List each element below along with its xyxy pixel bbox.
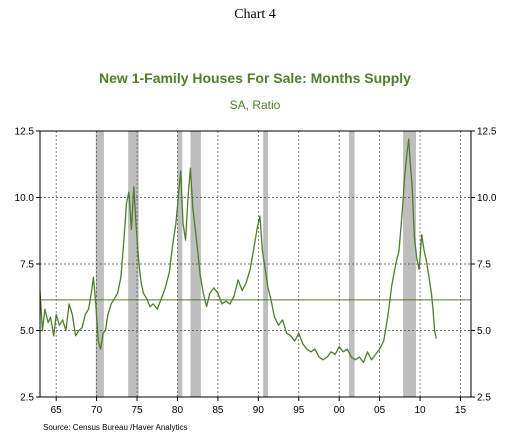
x-tick-label: 85	[212, 405, 224, 416]
x-tick-label: 05	[374, 405, 386, 416]
recession-band	[177, 131, 183, 397]
y-tick-label-right: 10.0	[477, 193, 497, 204]
y-tick-label-right: 2.5	[477, 393, 491, 404]
series-line	[39, 138, 437, 364]
y-tick-label-right: 5.0	[477, 326, 491, 337]
source-note: Source: Census Bureau /Haver Analytics	[43, 423, 188, 432]
chart-title: New 1-Family Houses For Sale: Months Sup…	[99, 70, 411, 86]
chart-subtitle: SA, Ratio	[230, 98, 281, 112]
x-tick-label: 70	[91, 405, 103, 416]
x-tick-label: 10	[414, 405, 426, 416]
y-tick-label-left: 5.0	[20, 326, 34, 337]
y-tick-label-left: 10.0	[15, 193, 35, 204]
plot-area	[39, 130, 472, 398]
x-tick-label: 90	[253, 405, 265, 416]
recession-band	[348, 131, 355, 397]
x-tick-label: 65	[51, 405, 63, 416]
y-tick-label-left: 7.5	[20, 260, 34, 271]
recession-band	[95, 131, 104, 397]
x-tick-label: 00	[334, 405, 346, 416]
chart-number: Chart 4	[234, 7, 276, 22]
recession-band	[190, 131, 201, 397]
x-tick-label: 95	[293, 405, 305, 416]
y-tick-label-left: 2.5	[20, 393, 34, 404]
x-tick-label: 75	[131, 405, 143, 416]
y-tick-label-right: 7.5	[477, 260, 491, 271]
series-group	[39, 138, 437, 364]
x-tick-label: 80	[172, 405, 184, 416]
gridlines	[40, 131, 471, 397]
y-tick-label-right: 12.5	[477, 127, 497, 138]
y-tick-label-left: 12.5	[15, 127, 35, 138]
x-tick-label: 15	[455, 405, 467, 416]
axes: 2.5 2.5 5.0 5.0 7.5 7.5 10.0 10.0 12.5 12.5 65 70 75…	[15, 127, 497, 417]
recession-bands	[95, 131, 417, 397]
